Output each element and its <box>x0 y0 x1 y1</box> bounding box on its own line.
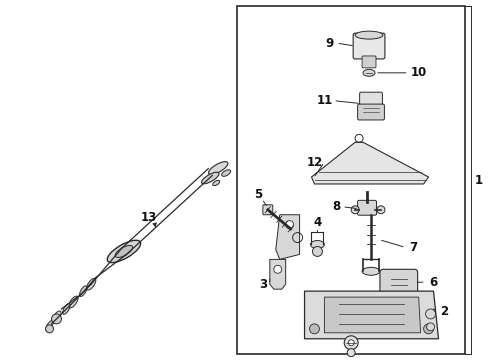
Ellipse shape <box>79 286 87 296</box>
Text: 3: 3 <box>259 278 267 291</box>
Polygon shape <box>270 260 286 289</box>
Circle shape <box>427 323 435 331</box>
FancyBboxPatch shape <box>263 205 273 215</box>
Ellipse shape <box>46 320 53 331</box>
Circle shape <box>348 340 354 346</box>
FancyBboxPatch shape <box>353 33 385 59</box>
FancyBboxPatch shape <box>358 201 376 215</box>
Text: 2: 2 <box>441 306 448 319</box>
Text: 5: 5 <box>254 188 262 201</box>
Text: 13: 13 <box>141 211 157 224</box>
Circle shape <box>46 325 53 333</box>
Ellipse shape <box>69 296 78 308</box>
Text: 4: 4 <box>313 216 321 229</box>
FancyBboxPatch shape <box>358 104 385 120</box>
Circle shape <box>377 206 385 214</box>
Text: 11: 11 <box>316 94 333 107</box>
FancyBboxPatch shape <box>380 269 417 295</box>
Text: 12: 12 <box>306 156 322 168</box>
Circle shape <box>310 324 319 334</box>
Bar <box>237 6 466 354</box>
Circle shape <box>274 265 282 273</box>
FancyBboxPatch shape <box>362 56 376 68</box>
Text: 1: 1 <box>475 174 483 186</box>
Circle shape <box>426 309 436 319</box>
Ellipse shape <box>87 278 96 290</box>
Ellipse shape <box>115 246 133 257</box>
Ellipse shape <box>362 267 380 275</box>
Text: 7: 7 <box>410 241 418 254</box>
Polygon shape <box>312 142 429 184</box>
Circle shape <box>286 221 294 229</box>
Circle shape <box>351 206 359 214</box>
Text: 8: 8 <box>332 200 341 213</box>
FancyBboxPatch shape <box>360 92 382 107</box>
Text: 9: 9 <box>325 37 334 50</box>
Polygon shape <box>305 291 439 339</box>
Circle shape <box>424 324 434 334</box>
Circle shape <box>347 349 355 357</box>
Ellipse shape <box>363 69 375 76</box>
Ellipse shape <box>209 162 228 175</box>
Text: 10: 10 <box>411 66 427 79</box>
Ellipse shape <box>221 170 231 176</box>
Circle shape <box>313 247 322 256</box>
Ellipse shape <box>311 240 324 248</box>
Ellipse shape <box>107 240 141 263</box>
Circle shape <box>344 336 358 350</box>
Ellipse shape <box>213 180 220 186</box>
Ellipse shape <box>52 311 61 323</box>
Ellipse shape <box>63 304 70 314</box>
Text: 6: 6 <box>429 276 438 289</box>
Polygon shape <box>276 215 299 260</box>
Ellipse shape <box>201 172 219 184</box>
Ellipse shape <box>355 31 383 39</box>
Polygon shape <box>324 297 420 333</box>
Circle shape <box>51 314 61 324</box>
